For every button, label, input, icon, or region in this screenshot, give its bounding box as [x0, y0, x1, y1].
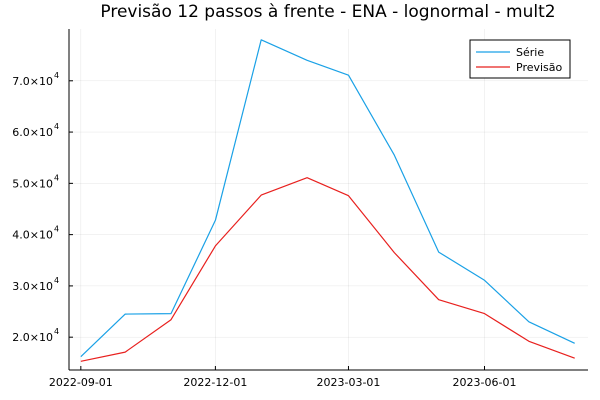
y-tick-labels: 2.0×10 43.0×10 44.0×10 45.0×10 46.0×10 47.0×1…	[12, 71, 59, 344]
x-tick-label: 2023-06-01	[453, 376, 517, 389]
x-tick-labels: 2022-09-01 2022-12-01 2023-03-01 2023-06-01	[49, 376, 517, 389]
y-tick-exponent: 4	[54, 122, 59, 131]
y-tick-exponent: 4	[54, 276, 59, 285]
y-tick-exponent: 4	[54, 173, 59, 182]
series-line-previsao	[80, 177, 575, 362]
x-tick-label: 2023-03-01	[316, 376, 380, 389]
y-tick-exponent: 4	[54, 327, 59, 336]
legend-label-serie: Série	[516, 46, 544, 59]
y-tick-label: 5.0×10	[12, 177, 53, 190]
y-tick-label: 3.0×10	[12, 280, 53, 293]
x-tick-label: 2022-12-01	[183, 376, 247, 389]
legend-label-previsao: Previsão	[516, 61, 563, 74]
series-lines	[80, 39, 575, 362]
legend: Série Previsão	[469, 39, 571, 79]
y-tick-exponent: 4	[54, 71, 59, 80]
series-line-serie	[80, 39, 575, 358]
y-tick-label: 4.0×10	[12, 229, 53, 242]
legend-box	[469, 39, 571, 79]
axes	[68, 29, 588, 371]
x-tick-label: 2022-09-01	[49, 376, 113, 389]
y-tick-label: 7.0×10	[12, 75, 53, 88]
y-tick-exponent: 4	[54, 225, 59, 234]
y-tick-label: 6.0×10	[12, 126, 53, 139]
y-tick-label: 2.0×10	[12, 331, 53, 344]
chart-title: Previsão 12 passos à frente - ENA - logn…	[100, 2, 555, 22]
